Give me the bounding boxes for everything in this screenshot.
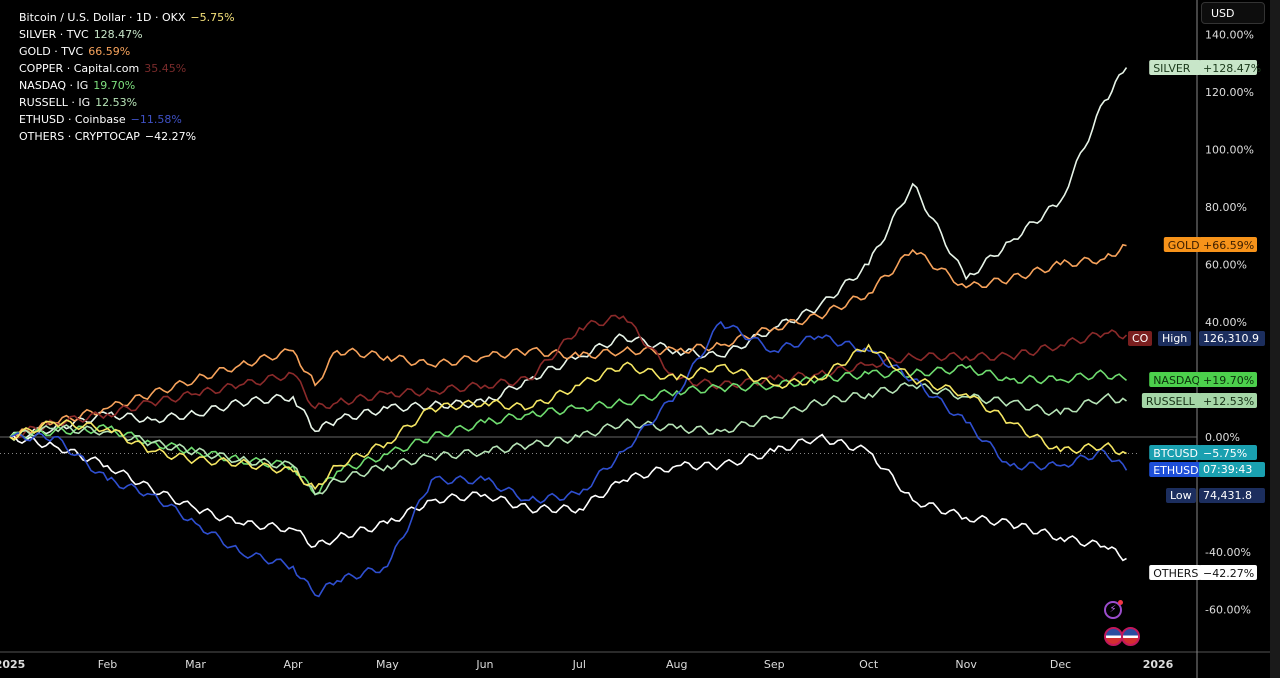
series-line-others xyxy=(9,433,1127,562)
legend-value: −42.27% xyxy=(144,130,197,143)
series-value-tag-bg xyxy=(1199,237,1257,252)
legend-name: OTHERS · CRYPTOCAP xyxy=(19,130,140,143)
series-value-tag: +19.70% xyxy=(1203,374,1254,387)
series-name-tag: SILVER xyxy=(1153,62,1191,75)
legend-row-nasdaq[interactable]: NASDAQ · IG 19.70% xyxy=(19,77,235,94)
x-tick-label: Mar xyxy=(185,658,206,671)
legend-value: 128.47% xyxy=(93,28,143,41)
x-tick-label: Feb xyxy=(98,658,117,671)
series-name-tag: OTHERS xyxy=(1153,567,1198,580)
x-tick-label: Apr xyxy=(284,658,304,671)
series-name-tag: RUSSELL xyxy=(1146,395,1196,408)
legend-name: GOLD · TVC xyxy=(19,45,84,58)
legend-value: −11.58% xyxy=(130,113,182,126)
x-tick-label: Jul xyxy=(572,658,586,671)
series-name-tag-bg xyxy=(1149,60,1201,75)
series-line-gold xyxy=(9,243,1127,441)
y-tick-label: 140.00% xyxy=(1205,29,1254,42)
legend-value: 35.45% xyxy=(144,62,187,75)
y-tick-label: -60.00% xyxy=(1205,604,1251,617)
series-value-tag-bg xyxy=(1199,565,1257,580)
legend-name: Bitcoin / U.S. Dollar · 1D · OKX xyxy=(19,11,186,24)
y-tick-label: 120.00% xyxy=(1205,86,1254,99)
legend-value: 66.59% xyxy=(88,45,131,58)
y-tick-label: 0.00% xyxy=(1205,431,1240,444)
lightning-icon[interactable]: ⚡ xyxy=(1104,600,1123,619)
y-tick-label: 40.00% xyxy=(1205,316,1247,329)
x-tick-label: Jun xyxy=(475,658,493,671)
y-tick-label: 60.00% xyxy=(1205,259,1247,272)
series-value-tag: −5.75% xyxy=(1203,447,1247,460)
x-tick-label: Oct xyxy=(859,658,879,671)
legend-name: ETHUSD · Coinbase xyxy=(19,113,126,126)
legend-row-ethusd[interactable]: ETHUSD · Coinbase −11.58% xyxy=(19,111,235,128)
series-name-tag-bg xyxy=(1149,565,1201,580)
copper-short-tag: CO xyxy=(1128,331,1153,346)
series-line-nasdaq xyxy=(9,363,1128,496)
currency-button[interactable]: USD xyxy=(1201,2,1265,24)
series-value-tag: +12.53% xyxy=(1203,395,1254,408)
us-flag-icon[interactable] xyxy=(1121,627,1140,646)
series-value-tag: +128.47% xyxy=(1203,62,1261,75)
series-value-tag: +66.59% xyxy=(1203,239,1254,252)
high-value: 126,310.9 xyxy=(1199,331,1265,346)
x-tick-label: Nov xyxy=(955,658,977,671)
series-name-tag: GOLD xyxy=(1168,239,1200,252)
legend-row-copper[interactable]: COPPER · Capital.com 35.45% xyxy=(19,60,235,77)
legend-value: 19.70% xyxy=(93,79,136,92)
legend-name: NASDAQ · IG xyxy=(19,79,89,92)
series-value-tag-bg xyxy=(1199,393,1257,408)
legend-row-silver[interactable]: SILVER · TVC 128.47% xyxy=(19,26,235,43)
x-tick-label: Sep xyxy=(764,658,785,671)
x-tick-label: 2025 xyxy=(0,658,25,671)
series-name-tag-bg xyxy=(1149,372,1201,387)
legend-row-gold[interactable]: GOLD · TVC 66.59% xyxy=(19,43,235,60)
series-value-tag-bg xyxy=(1199,445,1257,460)
series-name-tag-bg xyxy=(1149,462,1201,477)
legend-name: RUSSELL · IG xyxy=(19,96,91,109)
series-name-tag: NASDAQ xyxy=(1153,374,1200,387)
high-label: High xyxy=(1158,331,1192,346)
series-value-tag-bg xyxy=(1199,60,1257,75)
x-tick-label: Dec xyxy=(1050,658,1071,671)
legend-name: SILVER · TVC xyxy=(19,28,89,41)
legend-value: 12.53% xyxy=(95,96,138,109)
series-value-tag: −42.27% xyxy=(1203,567,1254,580)
countdown-timer: 07:39:43 xyxy=(1199,462,1265,477)
x-tick-label: May xyxy=(376,658,399,671)
low-label: Low xyxy=(1166,488,1196,503)
series-line-ethusd xyxy=(9,320,1128,598)
y-tick-label: 100.00% xyxy=(1205,144,1254,157)
series-name-tag-bg xyxy=(1141,393,1201,408)
legend-name: COPPER · Capital.com xyxy=(19,62,140,75)
legend-row-others[interactable]: OTHERS · CRYPTOCAP −42.27% xyxy=(19,128,235,145)
legend: Bitcoin / U.S. Dollar · 1D · OKX −5.75% S… xyxy=(19,9,235,145)
right-panel-border xyxy=(1270,0,1280,678)
notification-dot xyxy=(1118,600,1123,605)
x-tick-label: 2026 xyxy=(1143,658,1174,671)
y-tick-label: -40.00% xyxy=(1205,546,1251,559)
legend-row-btc[interactable]: Bitcoin / U.S. Dollar · 1D · OKX −5.75% xyxy=(19,9,235,26)
low-value: 74,431.8 xyxy=(1199,488,1265,503)
series-name-tag: BTCUSD xyxy=(1153,447,1198,460)
series-line-russell xyxy=(9,382,1127,496)
legend-row-russell[interactable]: RUSSELL · IG 12.53% xyxy=(19,94,235,111)
legend-value: −5.75% xyxy=(190,11,235,24)
y-tick-label: 80.00% xyxy=(1205,201,1247,214)
series-name-tag-bg xyxy=(1149,445,1201,460)
series-value-tag-bg xyxy=(1199,372,1257,387)
series-name-tag-bg xyxy=(1163,237,1201,252)
x-tick-label: Aug xyxy=(666,658,687,671)
series-line-btcusd xyxy=(9,343,1127,491)
series-line-copper xyxy=(9,314,1128,439)
series-name-tag: ETHUSD xyxy=(1153,464,1198,477)
